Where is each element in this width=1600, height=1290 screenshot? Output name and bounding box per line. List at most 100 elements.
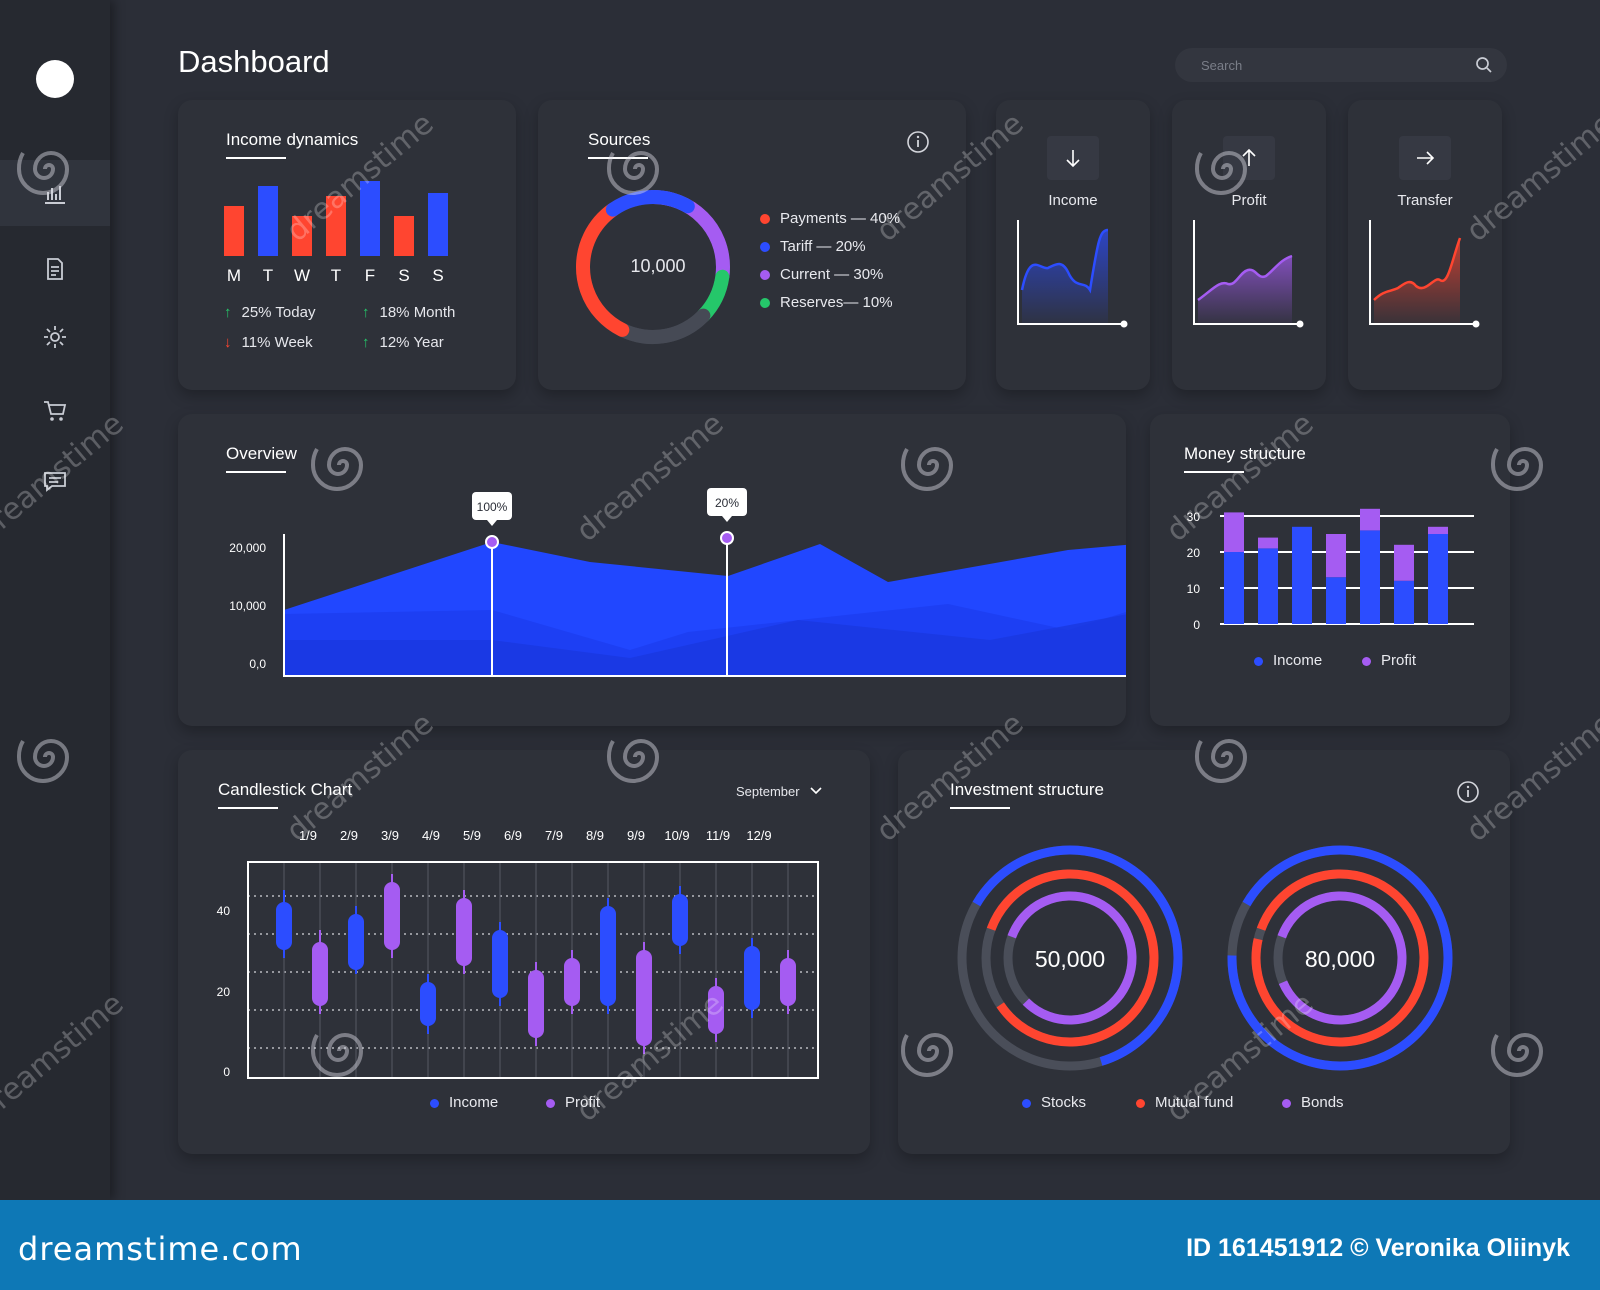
donut-segment xyxy=(576,190,730,344)
marker-point xyxy=(485,535,499,549)
arrow-down-icon xyxy=(1066,150,1080,168)
area-layer xyxy=(284,614,1126,676)
marker-label: 100% xyxy=(477,500,508,514)
marker-point xyxy=(720,531,734,545)
axis-end-dot xyxy=(1296,320,1304,328)
stat-item: ↑ 12% Year xyxy=(362,334,444,351)
ring-bonds xyxy=(1003,891,1137,1025)
legend-label: Reserves— 10% xyxy=(780,294,893,311)
arrow-down-icon: ↓ xyxy=(224,334,232,351)
axis-end-dot xyxy=(1120,320,1128,328)
day-label: S xyxy=(432,266,443,285)
bar xyxy=(292,216,312,256)
profit-bar xyxy=(1428,526,1448,534)
x-tick-label: 6/9 xyxy=(504,828,522,843)
sparkline-axis xyxy=(1193,220,1300,325)
legend-dot xyxy=(1254,656,1263,666)
profit-bar xyxy=(1326,534,1346,578)
mini-card-profit: Profit xyxy=(1172,100,1326,390)
search-icon[interactable] xyxy=(1475,56,1493,74)
stat-text: 25% Today xyxy=(241,304,316,321)
x-tick-label: 2/9 xyxy=(340,828,358,843)
legend-dot xyxy=(760,242,770,253)
income-bar xyxy=(1224,552,1244,624)
sparkline-area xyxy=(1022,230,1108,324)
mini-card-button[interactable] xyxy=(1047,136,1099,180)
y-tick-label: 0 xyxy=(1193,618,1200,632)
sparkline-line xyxy=(1197,254,1293,302)
arrow-path xyxy=(1417,151,1435,165)
x-tick-label: 8/9 xyxy=(586,828,604,843)
panel-title: Sources xyxy=(588,130,651,159)
tooltip-pointer xyxy=(722,516,732,522)
month-dropdown-label: September xyxy=(736,784,800,799)
legend-label: Current — 30% xyxy=(780,266,884,283)
mini-card-button[interactable] xyxy=(1223,136,1275,180)
candlestick-panel: Candlestick Chart September 1/9 2/9 3/9 4/9… xyxy=(178,750,870,1154)
sidebar-item-analytics[interactable] xyxy=(0,160,110,226)
sidebar-item-cart[interactable] xyxy=(0,378,110,444)
legend-item: Reserves— 10% xyxy=(760,294,893,311)
y-tick-label: 30 xyxy=(1187,510,1201,524)
profit-bar xyxy=(1360,508,1380,531)
legend-dot xyxy=(430,1098,439,1108)
axis-end-dot xyxy=(1472,320,1480,328)
bar-chart-icon xyxy=(45,186,65,204)
bar xyxy=(258,186,278,256)
document-icon xyxy=(47,258,63,280)
ring-value: 50,000 xyxy=(1035,946,1105,972)
panel-title: Money structure xyxy=(1184,444,1306,473)
sparkline-area xyxy=(1374,238,1460,324)
legend-item: Bonds xyxy=(1282,1094,1344,1111)
candle-body xyxy=(744,946,760,1010)
marker-tooltip xyxy=(472,492,512,520)
legend-dot xyxy=(760,298,770,309)
ring-bonds xyxy=(1273,891,1407,1025)
sparkline-line xyxy=(1373,237,1462,301)
x-tick-label: 10/9 xyxy=(664,828,689,843)
day-label: T xyxy=(263,266,273,285)
income-bar xyxy=(1394,580,1414,624)
x-tick-label: 5/9 xyxy=(463,828,481,843)
legend-dot xyxy=(546,1098,555,1108)
page-title: Dashboard xyxy=(178,44,330,79)
stat-text: 12% Year xyxy=(379,334,444,351)
profit-bar xyxy=(1224,512,1244,552)
x-tick-label: 12/9 xyxy=(746,828,771,843)
mini-card-button[interactable] xyxy=(1399,136,1451,180)
sparkline-axis xyxy=(1369,220,1476,325)
mini-card-label: Profit xyxy=(1231,192,1267,209)
y-tick-label: 10 xyxy=(1187,582,1201,596)
arrow-up-icon xyxy=(1242,148,1256,166)
legend-item: Mutual fund xyxy=(1136,1094,1233,1111)
sidebar-item-documents[interactable] xyxy=(0,236,110,302)
month-dropdown[interactable]: September xyxy=(736,784,823,799)
search-placeholder: Search xyxy=(1201,58,1243,73)
legend-label: Income xyxy=(1273,652,1323,669)
candle-body xyxy=(420,982,436,1026)
sidebar-item-settings[interactable] xyxy=(0,304,110,370)
search-input[interactable]: Search xyxy=(1175,48,1507,82)
legend-item: Current — 30% xyxy=(760,266,883,283)
candle-body xyxy=(564,958,580,1006)
footer-banner: dreamstime.com ID 161451912 © Veronika O… xyxy=(0,1200,1600,1290)
candle-body xyxy=(600,906,616,1006)
mini-card-transfer: Transfer xyxy=(1348,100,1502,390)
info-icon[interactable] xyxy=(906,130,930,154)
legend-label: Profit xyxy=(565,1094,601,1111)
mini-card-label: Income xyxy=(1048,192,1098,209)
panel-title: Investment structure xyxy=(950,780,1105,809)
legend-dot xyxy=(1362,656,1371,666)
investment-rings: 50,000 80,000 xyxy=(957,845,1453,1071)
panel-title: Overview xyxy=(226,444,297,473)
info-icon[interactable] xyxy=(1456,780,1480,804)
sidebar-item-messages[interactable] xyxy=(0,448,110,514)
mini-card-income: Income xyxy=(996,100,1150,390)
footer-credit: ID 161451912 © Veronika Oliinyk xyxy=(1186,1234,1570,1262)
money-structure-panel: Money structure 30 20 10 0 Income Profit xyxy=(1150,414,1510,726)
x-tick-label: 9/9 xyxy=(627,828,645,843)
legend-item: Tariff — 20% xyxy=(760,238,866,255)
income-bar xyxy=(1360,530,1380,624)
candle-body xyxy=(312,942,328,1006)
